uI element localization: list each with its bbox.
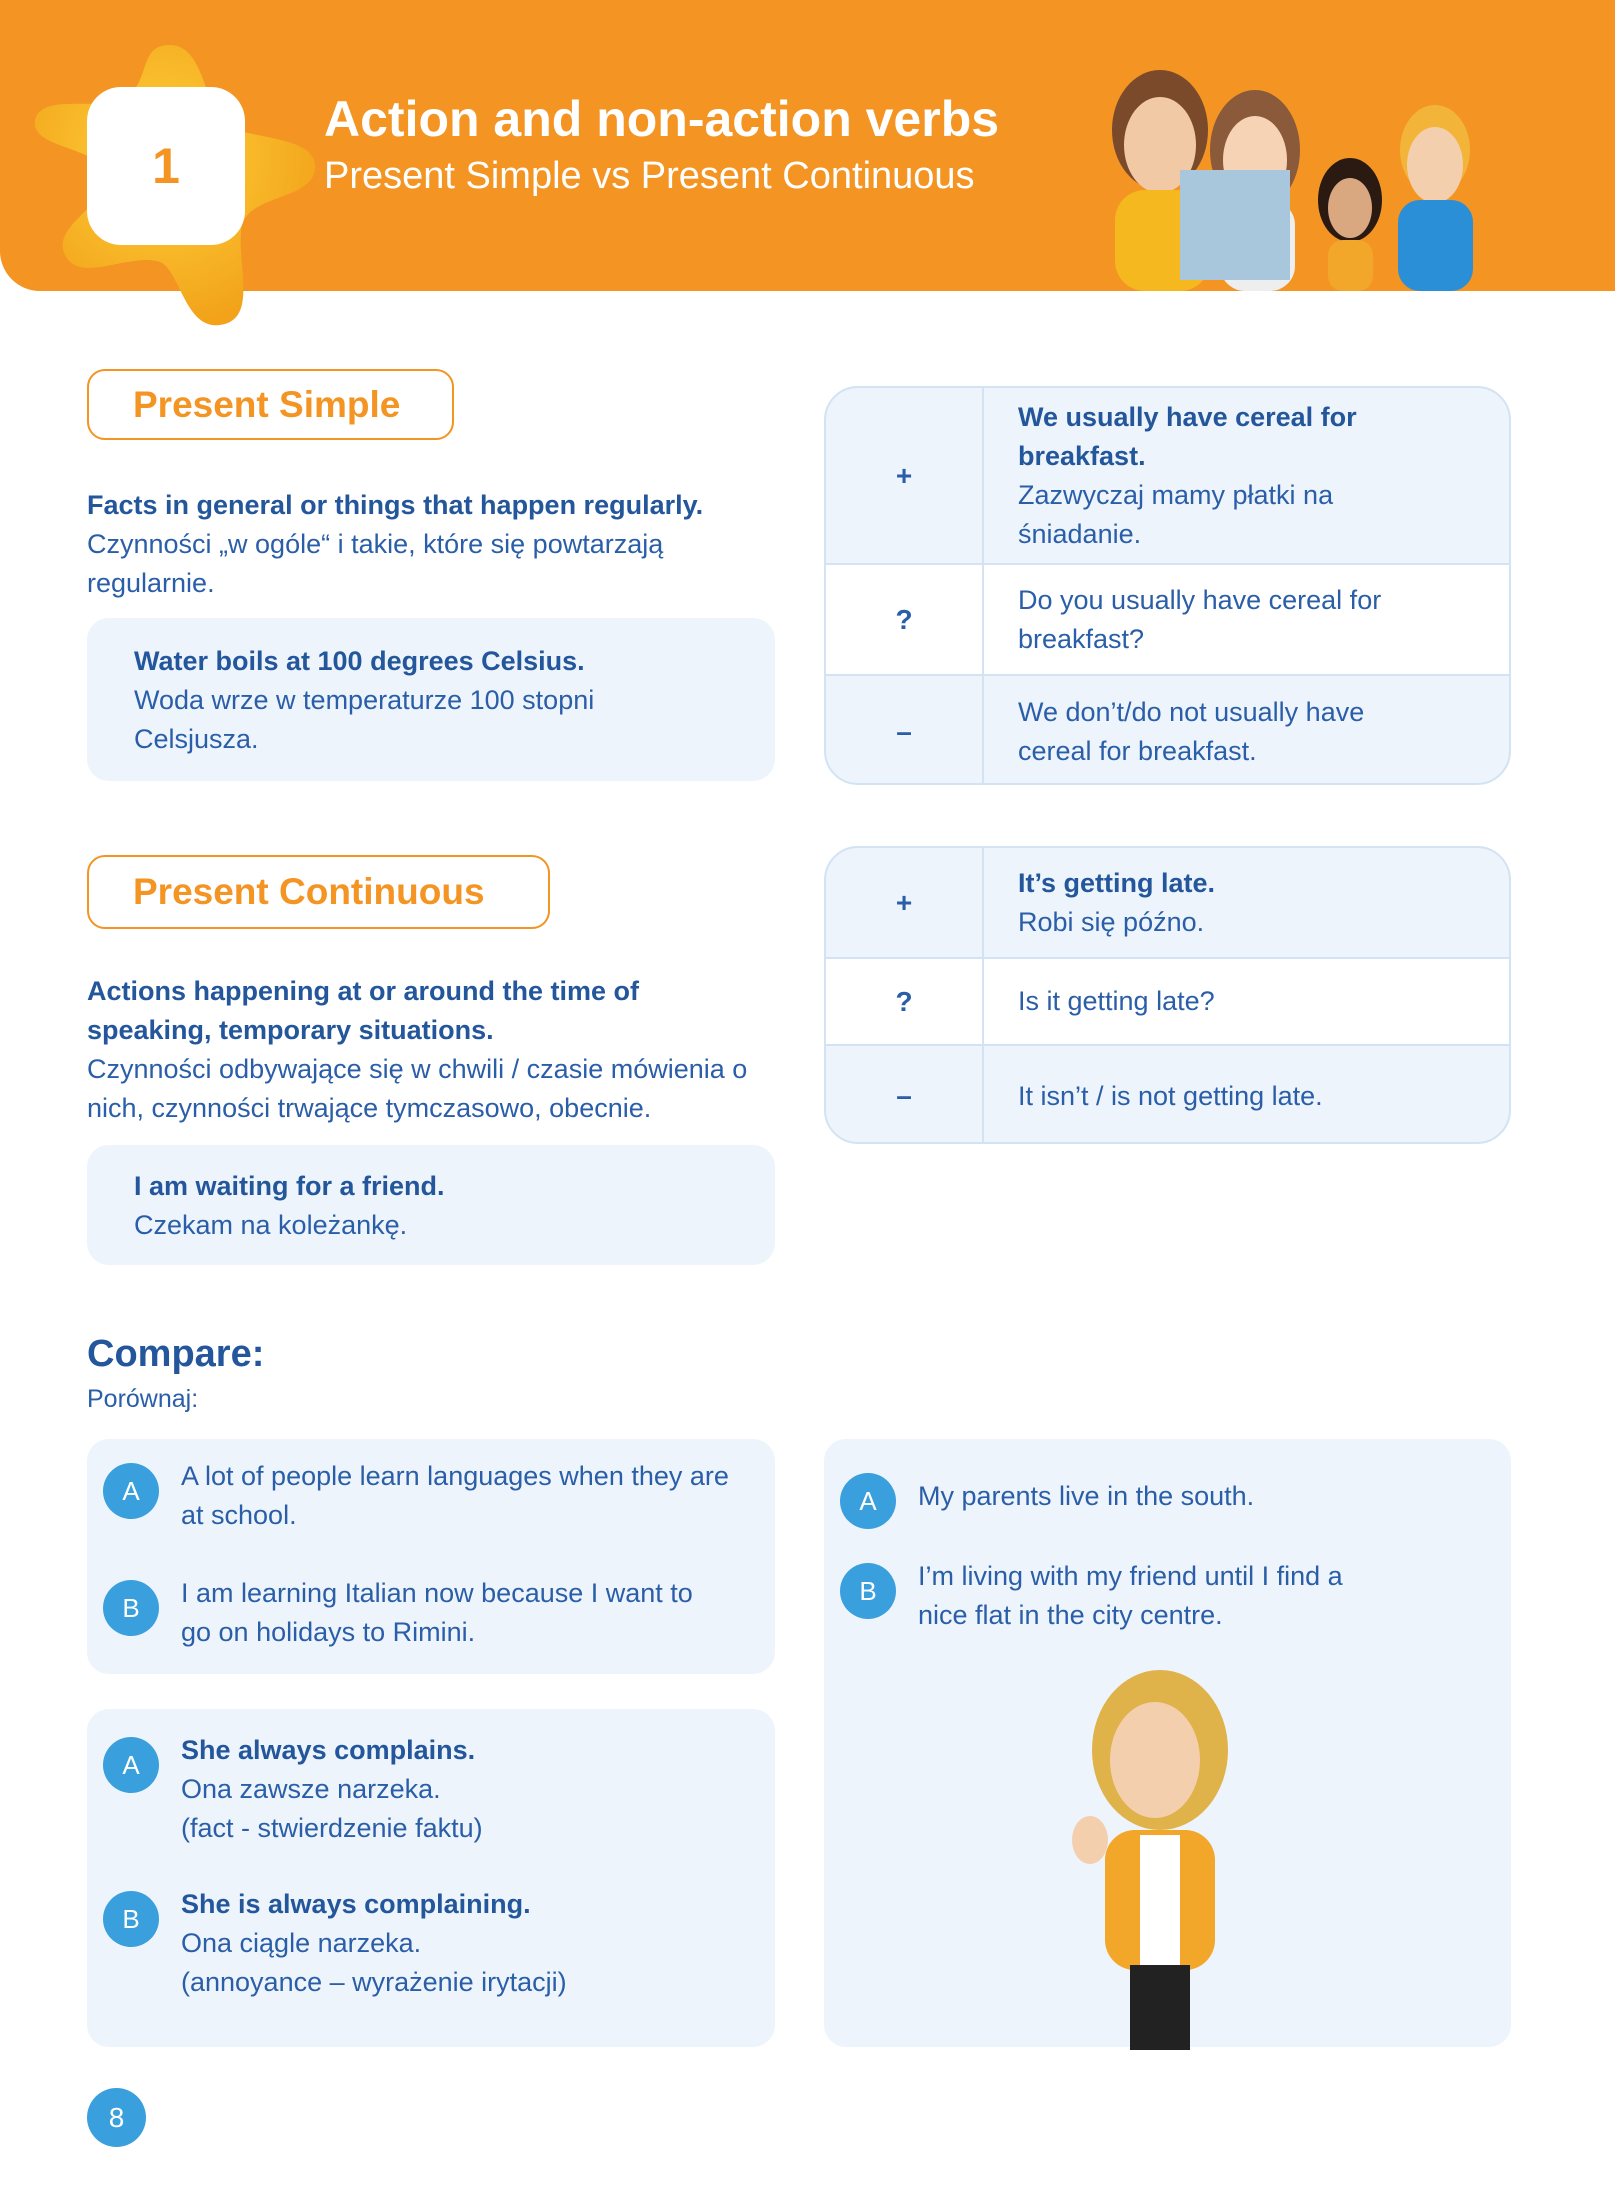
table-row: + We usually have cereal for breakfast. Z… (826, 388, 1509, 565)
question-symbol: ? (826, 565, 984, 674)
row-text: Do you usually have cereal for breakfast… (1018, 584, 1382, 654)
row-en: We usually have cereal for breakfast. (1018, 401, 1357, 471)
letter-badge: A (840, 1473, 896, 1529)
item-en: She is always complaining. (181, 1889, 531, 1919)
negative-symbol: – (826, 676, 984, 783)
list-item: B I am learning Italian now because I wan… (103, 1574, 759, 1652)
item-note: (annoyance – wyrażenie irytacji) (181, 1967, 567, 1997)
table-row: – We don’t/do not usually have cereal fo… (826, 676, 1509, 783)
row-text: Is it getting late? (1018, 986, 1215, 1016)
table-row: ? Do you usually have cereal for breakfa… (826, 565, 1509, 676)
row-en: It’s getting late. (1018, 867, 1216, 898)
list-item: A My parents live in the south. (840, 1473, 1495, 1529)
compare-subtitle: Porównaj: (87, 1385, 199, 1413)
compare-box-1: A A lot of people learn languages when th… (87, 1439, 775, 1674)
question-symbol: ? (826, 959, 984, 1044)
present-continuous-example: I am waiting for a friend. Czekam na kol… (87, 1145, 775, 1265)
example-pl: Woda wrze w temperaturze 100 stopni Cels… (134, 685, 595, 754)
item-text: I’m living with my friend until I find a… (918, 1561, 1343, 1630)
unit-number: 1 (87, 87, 245, 245)
letter-badge: B (103, 1891, 159, 1947)
example-pl: Czekam na koleżankę. (134, 1210, 408, 1240)
present-simple-example: Water boils at 100 degrees Celsius. Woda… (87, 618, 775, 781)
list-item: B She is always complaining. Ona ciągle na… (103, 1885, 759, 2002)
family-illustration (1112, 70, 1473, 291)
item-note: (fact - stwierdzenie faktu) (181, 1813, 483, 1843)
list-item: A She always complains. Ona zawsze narzeka… (103, 1731, 759, 1848)
item-text: A lot of people learn languages when the… (181, 1461, 729, 1530)
item-pl: Ona zawsze narzeka. (181, 1774, 441, 1804)
letter-badge: B (103, 1580, 159, 1636)
compare-title: Compare: (87, 1333, 265, 1375)
table-row: ? Is it getting late? (826, 959, 1509, 1046)
page-subtitle: Present Simple vs Present Continuous (324, 155, 975, 197)
present-simple-table: + We usually have cereal for breakfast. Z… (824, 386, 1511, 785)
negative-symbol: – (826, 1046, 984, 1142)
present-simple-desc-pl: Czynności „w ogóle“ i takie, które się p… (87, 529, 664, 598)
list-item: A A lot of people learn languages when th… (103, 1457, 759, 1535)
row-text: It isn’t / is not getting late. (1018, 1080, 1323, 1111)
letter-badge: A (103, 1463, 159, 1519)
present-continuous-desc-en: Actions happening at or around the time … (87, 976, 640, 1045)
list-item: B I’m living with my friend until I find … (840, 1557, 1495, 1635)
item-text: My parents live in the south. (918, 1481, 1255, 1511)
page-number: 8 (87, 2088, 146, 2147)
row-text: We don’t/do not usually have cereal for … (1018, 696, 1365, 766)
example-en: I am waiting for a friend. (134, 1171, 445, 1201)
present-continuous-label: Present Continuous (87, 855, 550, 929)
present-simple-desc-en: Facts in general or things that happen r… (87, 490, 704, 520)
item-pl: Ona ciągle narzeka. (181, 1928, 422, 1958)
affirmative-symbol: + (826, 388, 984, 563)
compare-box-2: A She always complains. Ona zawsze narzeka… (87, 1709, 775, 2047)
table-row: – It isn’t / is not getting late. (826, 1046, 1509, 1142)
item-en: She always complains. (181, 1735, 476, 1765)
present-continuous-table: + It’s getting late. Robi się późno. ? Is… (824, 846, 1511, 1144)
row-pl: Zazwyczaj mamy płatki na śniadanie. (1018, 479, 1334, 549)
present-simple-label: Present Simple (87, 369, 454, 440)
page-title: Action and non-action verbs (324, 91, 1000, 147)
present-continuous-desc-pl: Czynności odbywające się w chwili / czas… (87, 1054, 748, 1123)
example-en: Water boils at 100 degrees Celsius. (134, 646, 585, 676)
letter-badge: B (840, 1563, 896, 1619)
woman-waving-illustration (1072, 1670, 1228, 2050)
table-row: + It’s getting late. Robi się późno. (826, 848, 1509, 959)
affirmative-symbol: + (826, 848, 984, 957)
item-text: I am learning Italian now because I want… (181, 1578, 693, 1647)
row-pl: Robi się późno. (1018, 906, 1205, 937)
letter-badge: A (103, 1737, 159, 1793)
